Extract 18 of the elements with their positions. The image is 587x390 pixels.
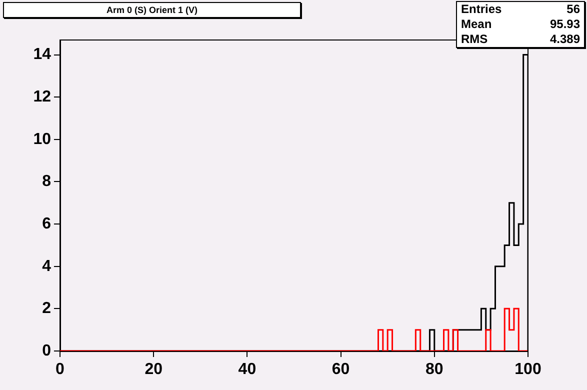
- y-tick-label: 4: [42, 258, 52, 275]
- x-tick-label: 0: [56, 361, 65, 378]
- y-tick-label: 10: [33, 130, 52, 148]
- x-tick-label: 100: [514, 361, 542, 378]
- x-tick-label: 20: [144, 361, 163, 378]
- x-tick-label: 80: [426, 361, 444, 378]
- y-tick-label: 6: [42, 215, 52, 232]
- x-tick-label: 60: [332, 361, 350, 378]
- x-tick-label: 40: [238, 361, 256, 378]
- y-tick-label: 12: [33, 88, 52, 106]
- chart-title: Arm 0 (S) Orient 1 (V): [3, 2, 301, 18]
- text: Entries 56: [461, 2, 580, 16]
- text: Mean 95.93: [461, 17, 580, 31]
- text: RMS 4.389: [461, 32, 580, 46]
- y-tick-label: 0: [42, 342, 52, 360]
- y-tick-label: 14: [33, 46, 52, 64]
- y-tick-label: 8: [42, 173, 52, 190]
- y-tick-label: 2: [42, 300, 52, 318]
